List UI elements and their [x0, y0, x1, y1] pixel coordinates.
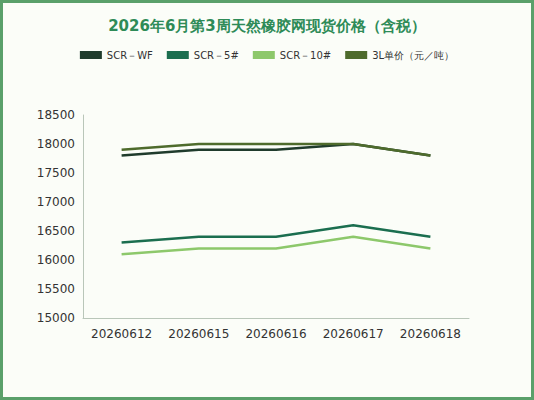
svg-text:16000: 16000	[37, 253, 75, 267]
svg-text:2026年6月第3周天然橡胶网现货价格（含税）: 2026年6月第3周天然橡胶网现货价格（含税）	[108, 17, 426, 35]
svg-text:15000: 15000	[37, 311, 75, 325]
svg-text:18000: 18000	[37, 137, 75, 151]
svg-text:15500: 15500	[37, 282, 75, 296]
svg-text:SCR－WF: SCR－WF	[107, 50, 153, 61]
svg-text:17500: 17500	[37, 166, 75, 180]
svg-text:SCR－5#: SCR－5#	[194, 50, 239, 61]
svg-text:20260618: 20260618	[400, 327, 461, 341]
svg-text:20260612: 20260612	[91, 327, 152, 341]
svg-text:17000: 17000	[37, 195, 75, 209]
svg-text:20260617: 20260617	[323, 327, 384, 341]
svg-text:3L单价（元／吨）: 3L单价（元／吨）	[372, 50, 454, 61]
svg-text:20260616: 20260616	[245, 327, 306, 341]
svg-text:18500: 18500	[37, 108, 75, 122]
svg-text:20260615: 20260615	[168, 327, 229, 341]
svg-text:16500: 16500	[37, 224, 75, 238]
svg-text:SCR－10#: SCR－10#	[280, 50, 331, 61]
